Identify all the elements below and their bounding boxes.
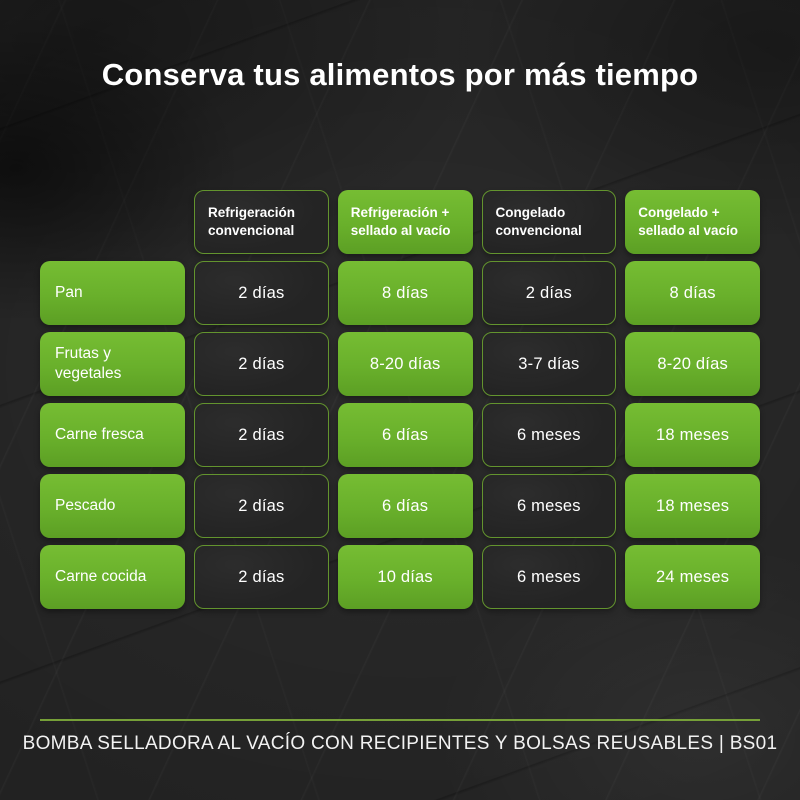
column-header-congelado-convencional: Congelado convencional <box>481 190 617 254</box>
table-cell: 2 días <box>194 261 329 325</box>
table-cell: 8-20 días <box>625 332 760 396</box>
footer-caption: BOMBA SELLADORA AL VACÍO CON RECIPIENTES… <box>22 733 778 754</box>
table-cell: 3-7 días <box>481 332 617 396</box>
table-cell: 2 días <box>194 474 329 538</box>
table-cell: 8 días <box>337 261 473 325</box>
column-header-refrigeracion-sellado-vacio: Refrigeración + sellado al vacío <box>337 190 473 254</box>
table-cell: 6 días <box>337 474 473 538</box>
footer-divider <box>40 719 760 721</box>
row-label-carne-fresca: Carne fresca <box>40 403 185 467</box>
table-cell: 6 meses <box>481 403 617 467</box>
table-cell: 6 meses <box>481 545 617 609</box>
table-cell: 2 días <box>481 261 617 325</box>
table-cell: 24 meses <box>625 545 760 609</box>
row-label-carne-cocida: Carne cocida <box>40 545 185 609</box>
table-cell: 10 días <box>337 545 473 609</box>
page-title: Conserva tus alimentos por más tiempo <box>101 57 699 92</box>
table-cell: 6 meses <box>481 474 617 538</box>
table-cell: 6 días <box>337 403 473 467</box>
table-cell: 2 días <box>194 332 329 396</box>
row-label-frutas-y-vegetales: Frutas y vegetales <box>40 332 185 396</box>
column-header-congelado-sellado-vacio: Congelado + sellado al vacío <box>625 190 760 254</box>
row-label-pescado: Pescado <box>40 474 185 538</box>
preservation-table: Refrigeración convencional Refrigeración… <box>40 190 760 609</box>
table-cell: 2 días <box>194 403 329 467</box>
row-label-pan: Pan <box>40 261 185 325</box>
table-cell: 18 meses <box>625 403 760 467</box>
column-header-refrigeracion-convencional: Refrigeración convencional <box>194 190 329 254</box>
table-corner-spacer <box>40 190 185 254</box>
table-cell: 8-20 días <box>337 332 473 396</box>
table-cell: 2 días <box>194 545 329 609</box>
table-cell: 18 meses <box>625 474 760 538</box>
table-cell: 8 días <box>625 261 760 325</box>
